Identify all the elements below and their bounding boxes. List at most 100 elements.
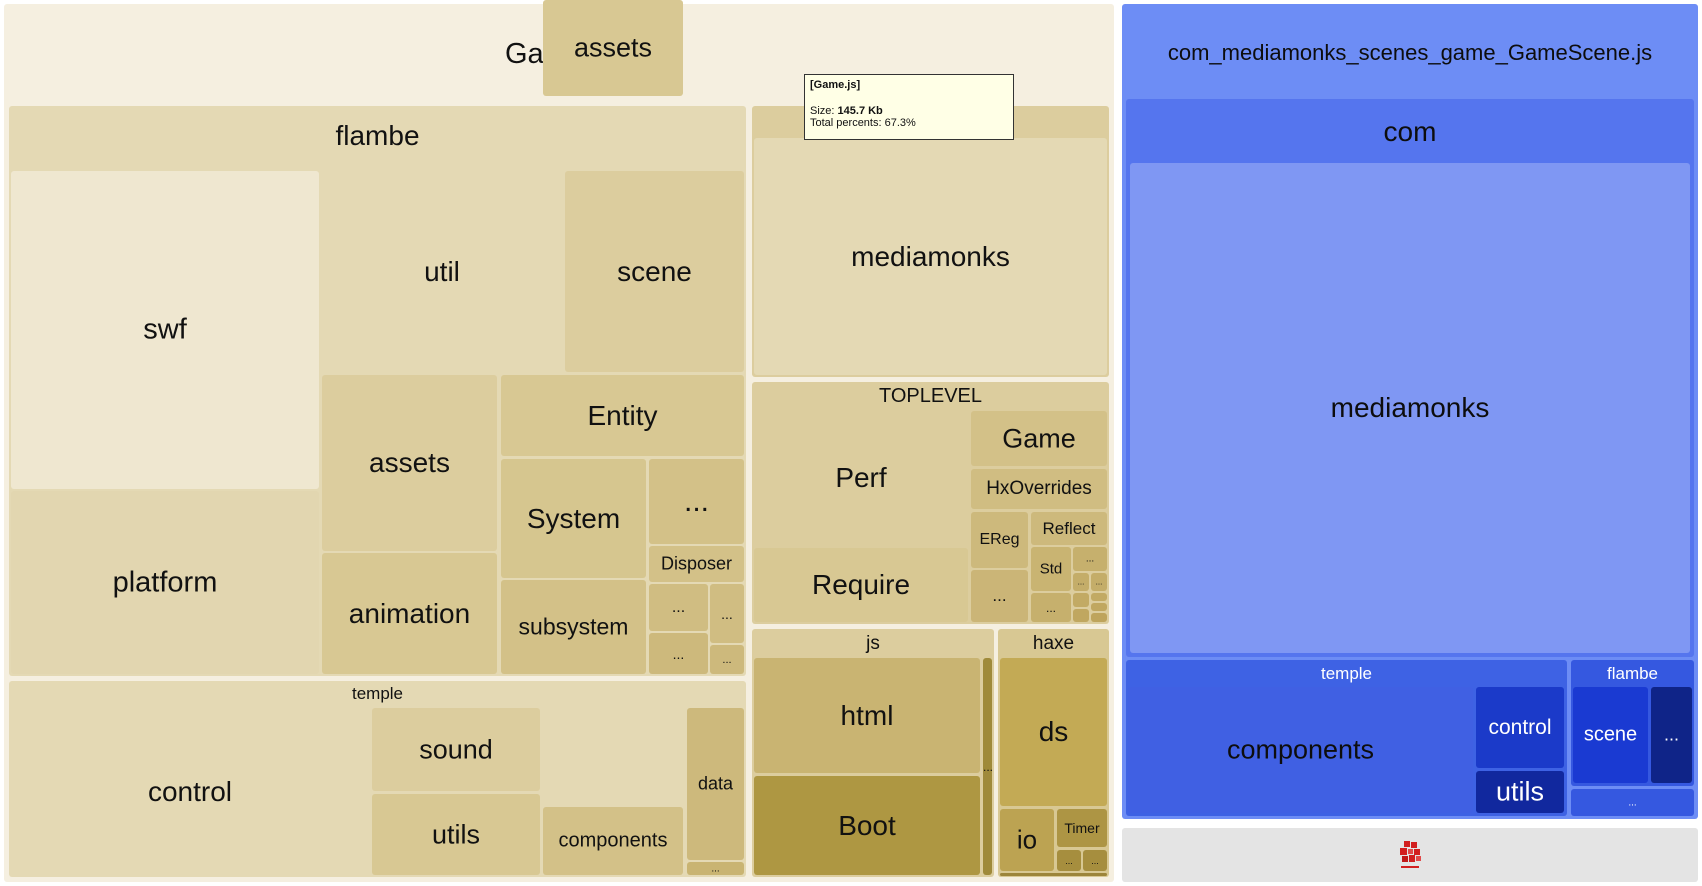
js-boot[interactable]: Boot (754, 776, 980, 875)
scene-temple-utils-label: utils (1495, 776, 1544, 807)
flambe-entity-label: Entity (587, 399, 658, 431)
flambe-swf[interactable]: swf (11, 171, 319, 489)
flambe-subsystem-label: subsystem (518, 613, 629, 640)
flambe-scene-label: scene (617, 255, 692, 287)
toplevel-ereg[interactable]: EReg (971, 512, 1028, 568)
scene-temple-utils[interactable]: utils (1476, 771, 1564, 813)
temple-data[interactable]: data (687, 708, 744, 860)
tooltip-size: Size: 145.7 Kb (810, 105, 1008, 117)
flambe-scene[interactable]: scene (565, 171, 744, 372)
tooltip-percent: Total percents: 67.3% (810, 117, 916, 129)
flambe-subsystem[interactable]: subsystem (501, 580, 646, 674)
scene-more-label: ... (1628, 797, 1637, 808)
flambe-more-b[interactable]: ... (710, 584, 744, 643)
scene-mediamonks[interactable]: mediamonks (1130, 163, 1690, 653)
toplevel-std[interactable]: Std (1031, 547, 1071, 591)
toplevel-more-i[interactable] (1091, 613, 1107, 622)
tooltip-title: [Game.js] (810, 79, 861, 91)
flambe-animation-label: animation (348, 597, 471, 629)
toplevel-more-a-label: ... (1085, 553, 1095, 565)
scene-temple-components[interactable]: components (1128, 687, 1473, 813)
mediamonks-label: mediamonks (851, 240, 1010, 272)
temple-utils[interactable]: utils (372, 794, 540, 875)
tooltip-size-value: 145.7 Kb (837, 105, 883, 117)
haxe-more-c[interactable] (1000, 873, 1107, 876)
toplevel-more-a[interactable]: ... (1073, 547, 1107, 571)
haxe-more-b[interactable]: ... (1083, 850, 1107, 871)
haxe-more-a[interactable]: ... (1057, 850, 1081, 871)
temple-more-label: ... (711, 863, 720, 874)
flambe-disposer-label: Disposer (660, 553, 733, 574)
scene-flambe-scene[interactable]: scene (1573, 687, 1648, 783)
toplevel-more-big[interactable]: ... (971, 570, 1028, 622)
toplevel-require[interactable]: Require (754, 548, 968, 622)
flambe-more-b-label: ... (721, 605, 733, 622)
toplevel-hxoverrides[interactable]: HxOverrides (971, 469, 1107, 509)
webpack-bundle-analyzer-logo-icon[interactable] (1398, 840, 1422, 870)
toplevel-game[interactable]: Game (971, 411, 1107, 466)
temple-title: temple (351, 684, 404, 703)
toplevel-title: TOPLEVEL (878, 385, 983, 407)
flambe-more-c[interactable]: ... (649, 633, 708, 674)
temple-sound[interactable]: sound (372, 708, 540, 791)
flambe-more-large[interactable]: ... (649, 459, 744, 544)
temple-utils-label: utils (431, 819, 480, 849)
flambe-more-d[interactable]: ... (710, 645, 744, 674)
flambe-swf-label: swf (143, 313, 187, 346)
toplevel-more-g[interactable] (1073, 609, 1089, 622)
haxe-timer[interactable]: Timer (1057, 809, 1107, 847)
toplevel-more-f[interactable] (1091, 593, 1107, 601)
flambe-entity[interactable]: Entity (501, 375, 744, 456)
haxe-ds[interactable]: ds (1000, 658, 1107, 806)
scene-flambe-more[interactable]: ... (1651, 687, 1692, 783)
toplevel-more-c[interactable]: ... (1091, 573, 1107, 591)
js-html[interactable]: html (754, 658, 980, 773)
flambe-util-label: util (424, 255, 460, 287)
temple-sound-label: sound (419, 734, 493, 764)
temple-components-label: components (558, 829, 668, 852)
flambe-assets[interactable]: assets (322, 375, 497, 551)
flambe-more-a[interactable]: ... (649, 584, 708, 631)
haxe-timer-label: Timer (1064, 820, 1100, 836)
toplevel-require-label: Require (811, 569, 911, 600)
flambe-disposer[interactable]: Disposer (649, 546, 744, 582)
toplevel-std-label: Std (1039, 560, 1063, 578)
js-boot-label: Boot (838, 809, 896, 841)
flambe-platform[interactable]: platform (11, 491, 319, 674)
scene-mediamonks-label: mediamonks (1330, 392, 1490, 423)
toplevel-more-b[interactable]: ... (1073, 573, 1089, 591)
toplevel-more-h[interactable] (1091, 603, 1107, 611)
js-more[interactable]: ... (983, 658, 992, 875)
scene-flambe-more-label: ... (1663, 724, 1679, 745)
toplevel-perf[interactable]: Perf (754, 411, 968, 545)
toplevel-reflect[interactable]: Reflect (1031, 512, 1107, 545)
flambe-system[interactable]: System (501, 459, 646, 578)
haxe-io-label: io (1016, 824, 1038, 855)
tooltip: [Game.js] Size: 145.7 Kb Total percents:… (804, 74, 1014, 140)
scene-flambe-title: flambe (1606, 664, 1659, 683)
flambe-title: flambe (335, 120, 420, 151)
haxe-ds-label: ds (1038, 716, 1069, 747)
flambe-animation[interactable]: animation (322, 553, 497, 674)
scene-com-title: com (1383, 116, 1437, 147)
toplevel-perf-label: Perf (835, 462, 887, 493)
toplevel-more-b-label: ... (1077, 577, 1085, 587)
toplevel-more-big-label: ... (992, 586, 1007, 605)
scene-more[interactable]: ... (1571, 789, 1694, 816)
haxe-more-b-label: ... (1091, 855, 1099, 866)
temple-control-label: control (147, 775, 233, 807)
temple-components[interactable]: components (543, 807, 683, 875)
temple-assets[interactable]: assets (543, 0, 683, 96)
toplevel-more-d-label: ... (1045, 600, 1056, 615)
flambe-util[interactable]: util (321, 171, 563, 372)
scene-temple-components-label: components (1226, 734, 1375, 765)
mediamonks-folder[interactable]: mediamonks (754, 138, 1107, 375)
scene-temple-control[interactable]: control (1476, 687, 1564, 768)
temple-control[interactable]: control (11, 708, 369, 875)
flambe-more-a-label: ... (671, 598, 686, 616)
haxe-io[interactable]: io (1000, 809, 1054, 871)
toplevel-more-d[interactable]: ... (1031, 593, 1071, 622)
temple-more[interactable]: ... (687, 862, 744, 875)
toplevel-more-e[interactable] (1073, 593, 1089, 607)
toplevel-game-label: Game (1002, 423, 1076, 453)
